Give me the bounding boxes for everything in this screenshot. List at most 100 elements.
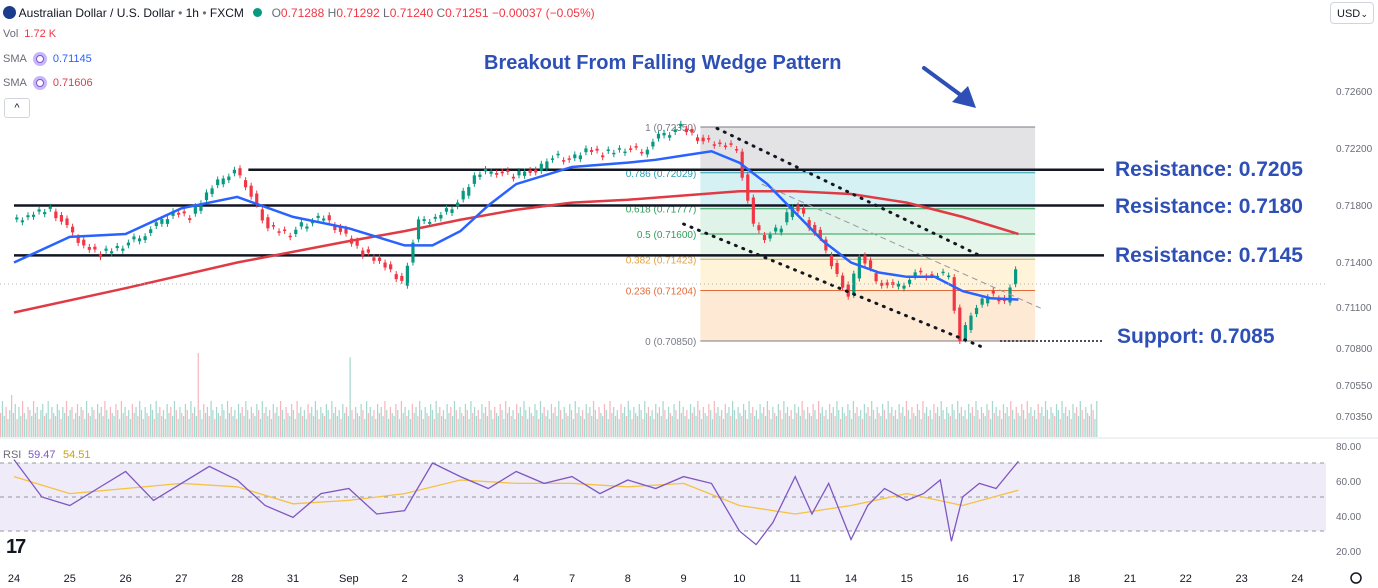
indicator-settings-icon[interactable] <box>32 52 47 66</box>
volume-bar <box>100 407 102 437</box>
volume-bar <box>523 401 525 437</box>
volume-bar <box>527 419 529 437</box>
volume-bar <box>609 401 611 437</box>
volume-bar <box>314 401 316 437</box>
volume-bar <box>775 416 778 437</box>
symbol-header[interactable]: Australian Dollar / U.S. Dollar • 1h • F… <box>3 6 595 20</box>
rsi-value: 59.47 <box>28 449 56 461</box>
volume-bar <box>120 401 123 437</box>
volume-bar <box>234 410 236 437</box>
volume-bar <box>591 416 593 437</box>
volume-bar <box>371 416 373 437</box>
volume-bar <box>949 416 951 437</box>
volume-bar <box>563 407 565 437</box>
volume-bar <box>594 410 596 437</box>
volume-bar <box>887 401 889 437</box>
volume-bar <box>858 416 860 437</box>
arrow-icon <box>922 66 964 98</box>
tradingview-logo[interactable]: 17 <box>6 536 26 558</box>
candle-body <box>824 239 828 251</box>
volume-bar <box>259 419 262 437</box>
price-axis[interactable]: 0.72600 0.72200 0.71800 0.71400 0.71100 0.708… <box>0 87 1373 423</box>
interval-label[interactable]: 1h <box>185 6 199 20</box>
volume-bar <box>1006 407 1008 437</box>
volume-bar <box>750 413 752 437</box>
volume-bar <box>918 410 920 437</box>
low-value: 0.71240 <box>389 6 434 20</box>
volume-bar <box>541 413 543 437</box>
candle-body <box>880 282 884 286</box>
volume-bar <box>969 413 972 437</box>
volume-bar <box>569 404 571 437</box>
candle-body <box>271 225 276 227</box>
volume-bar <box>347 416 349 437</box>
candle-body <box>255 193 259 205</box>
candle-body <box>43 212 47 215</box>
volume-bar <box>797 407 800 437</box>
volume-bar <box>60 419 62 437</box>
volume-bar <box>667 407 670 437</box>
candle-body <box>355 240 359 246</box>
volume-bar <box>408 410 410 437</box>
volume-bar <box>14 404 16 437</box>
fibonacci-retracement[interactable]: 1 (0.72350) 0.786 (0.72029) 0.618 (0.71777… <box>626 123 1036 348</box>
volume-bar <box>287 413 289 437</box>
volume-bar <box>980 407 983 437</box>
falling-wedge-lines[interactable] <box>682 126 1041 350</box>
candle-body <box>947 275 951 278</box>
volume-bar <box>329 419 331 437</box>
candle-body <box>450 209 454 213</box>
volume-bar <box>600 413 602 437</box>
candle-body <box>416 219 421 240</box>
volume-bar <box>73 419 75 437</box>
volume-bar <box>162 410 165 437</box>
volume-bar <box>461 413 463 437</box>
volume-bar <box>673 404 675 437</box>
volume-bar <box>854 413 856 437</box>
candle-body <box>439 214 443 219</box>
sma-slow-legend[interactable]: SMA 0.71606 <box>3 76 93 90</box>
time-tick-label: 14 <box>845 573 857 585</box>
currency-select[interactable]: USD ⌄ <box>1330 2 1374 24</box>
volume-bar <box>836 401 838 437</box>
volume-bar <box>1048 419 1050 437</box>
candle-body <box>779 228 783 233</box>
sma-fast-legend[interactable]: SMA 0.71145 <box>3 52 92 66</box>
volume-bar <box>653 419 655 437</box>
volume-bar <box>199 410 201 437</box>
volume-bar <box>598 407 600 437</box>
volume-bar <box>1061 401 1063 437</box>
indicator-settings-icon[interactable] <box>32 76 47 90</box>
volume-bar <box>821 407 823 437</box>
volume-bar <box>45 413 47 437</box>
candle-body <box>595 148 599 151</box>
volume-bar <box>223 410 225 437</box>
chevron-up-icon[interactable]: ^ <box>4 98 30 118</box>
candle-body <box>238 168 242 176</box>
candle-body <box>679 123 683 127</box>
volume-bar <box>93 410 95 437</box>
resistance-label: Resistance: 0.7205 <box>1115 158 1303 181</box>
candle-body <box>991 290 995 294</box>
time-axis[interactable]: 24 25 26 27 28 31 Sep 2 3 4 7 8 9 10 11 14 15 16 17 18 21 22 2… <box>8 572 1362 585</box>
volume-bar <box>695 416 697 437</box>
volume-bar <box>812 404 814 437</box>
symbol-title[interactable]: Australian Dollar / U.S. Dollar <box>18 6 175 20</box>
volume-bar <box>468 419 470 437</box>
time-tick-label: 24 <box>1291 573 1303 585</box>
candle-body <box>98 254 103 258</box>
volume-bar <box>984 416 986 437</box>
volume-bar <box>344 413 346 437</box>
volume-bar <box>1008 416 1010 437</box>
candle-body <box>154 222 158 227</box>
volume-bar <box>827 419 829 437</box>
volume-bar <box>629 410 631 437</box>
volume-bar <box>49 419 51 437</box>
volume-legend[interactable]: Vol 1.72 K <box>3 28 56 40</box>
rsi-pane[interactable]: 80.00 60.00 40.00 20.00 RSI 59.47 54.51 <box>0 437 1378 558</box>
volume-bar <box>742 404 745 437</box>
candle-body <box>59 214 64 222</box>
candle-body <box>299 222 303 227</box>
time-tick-label: 21 <box>1124 573 1136 585</box>
